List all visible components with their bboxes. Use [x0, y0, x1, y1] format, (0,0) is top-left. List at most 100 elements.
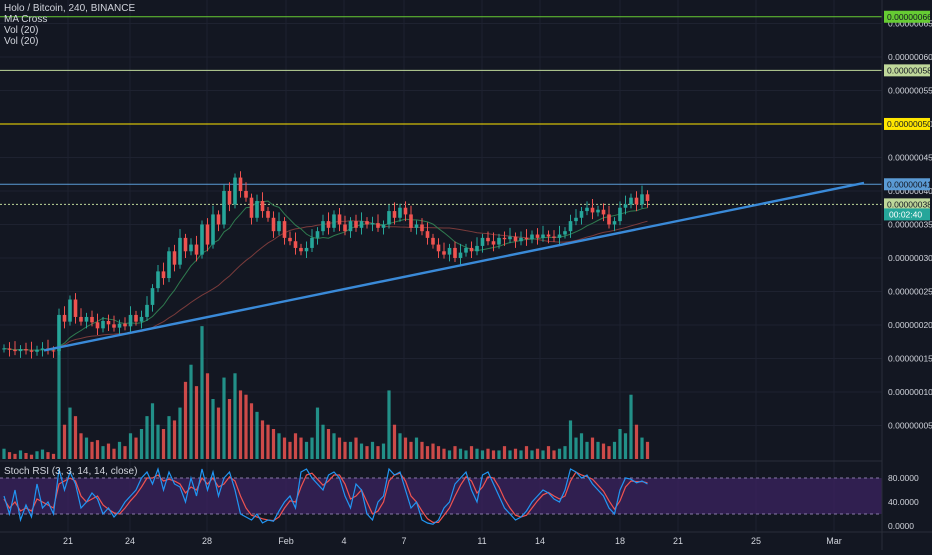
volume-bar — [332, 433, 336, 459]
volume-bar — [365, 446, 369, 459]
volume-bar — [409, 441, 413, 459]
candle-body — [145, 304, 149, 317]
candle-body — [24, 349, 28, 351]
candle-body — [502, 237, 507, 240]
volume-bar — [310, 437, 314, 459]
volume-bar — [607, 446, 611, 459]
level-tag — [884, 198, 930, 211]
candle-body — [57, 314, 61, 352]
volume-bar — [216, 407, 221, 459]
candle-body — [161, 271, 166, 279]
time-axis-label: 7 — [401, 536, 406, 546]
volume-bar — [508, 450, 512, 459]
candle-body — [491, 241, 496, 245]
candle-body — [266, 211, 270, 218]
price-axis-label: 0.00000005 — [888, 420, 932, 430]
candle-body — [123, 323, 127, 327]
level-tag — [884, 178, 930, 191]
volume-bar — [530, 450, 534, 459]
volume-bar — [139, 429, 144, 459]
candle-body — [359, 221, 364, 228]
volume-bar — [513, 448, 518, 459]
time-axis-label: 28 — [202, 536, 212, 546]
volume-bar — [73, 416, 78, 459]
volume-bar — [95, 440, 100, 459]
candle-body — [480, 237, 485, 246]
candle-body — [453, 247, 457, 258]
level-tag — [884, 10, 930, 23]
volume-bar — [260, 420, 265, 459]
candle-body — [233, 177, 237, 205]
indicator-vol-2[interactable]: Vol (20) — [4, 36, 39, 47]
volume-bar — [337, 437, 342, 459]
candle-body — [612, 221, 617, 225]
stoch-rsi-axis-label: 80.0000 — [888, 473, 919, 483]
candle-body — [623, 204, 628, 208]
ma-fast-line — [3, 200, 648, 351]
volume-bar — [557, 448, 562, 459]
candle-body — [211, 214, 215, 245]
volume-bar — [35, 451, 39, 459]
candle-body — [282, 221, 287, 238]
candle-body — [156, 271, 160, 289]
stoch-rsi-label[interactable]: Stoch RSI (3, 3, 14, 14, close) — [4, 466, 138, 477]
volume-bar — [618, 429, 622, 459]
volume-bar — [486, 448, 490, 459]
volume-bar — [123, 446, 127, 459]
time-axis-label: Mar — [826, 536, 842, 546]
volume-bar — [381, 443, 386, 459]
candle-body — [601, 209, 606, 215]
candle-body — [497, 237, 501, 245]
candle-body — [365, 221, 369, 225]
candle-body — [442, 251, 446, 255]
volume-bar — [403, 437, 408, 459]
volume-bar — [145, 416, 149, 459]
time-axis-label: 18 — [615, 536, 625, 546]
ma-slow-line — [3, 220, 648, 351]
indicator-vol-1[interactable]: Vol (20) — [4, 25, 39, 36]
candle-body — [436, 244, 441, 252]
volume-bar — [535, 448, 540, 459]
volume-bar — [183, 381, 188, 459]
candle-body — [200, 224, 204, 255]
volume-bar — [541, 450, 545, 459]
volume-bar — [343, 441, 347, 459]
volume-bar — [150, 403, 155, 459]
volume-bar — [376, 446, 380, 459]
volume-bar — [194, 386, 199, 459]
candle-body — [150, 288, 155, 305]
volume-bar — [590, 437, 595, 459]
indicator-ma-cross[interactable]: MA Cross — [4, 14, 48, 25]
candle-body — [172, 251, 177, 265]
candle-body — [618, 207, 622, 222]
candle-body — [387, 211, 391, 225]
time-axis-label: 21 — [673, 536, 683, 546]
volume-bar — [128, 433, 133, 459]
volume-bar — [425, 446, 430, 459]
candle-body — [2, 348, 6, 350]
volume-bar — [271, 429, 276, 459]
volume-bar — [640, 437, 644, 459]
candle-body — [629, 197, 633, 205]
candle-body — [222, 190, 226, 225]
chart-legend: Holo / Bitcoin, 240, BINANCE MA Cross Vo… — [4, 3, 135, 47]
volume-bar — [249, 403, 254, 459]
volume-bar — [106, 443, 111, 459]
volume-bar — [420, 441, 424, 459]
candle-body — [513, 236, 518, 242]
volume-bar — [585, 441, 589, 459]
volume-bar — [354, 437, 358, 459]
volume-bar — [282, 437, 287, 459]
volume-bar — [227, 399, 232, 459]
volume-bar — [574, 437, 578, 459]
candle-body — [18, 349, 23, 352]
volume-bar — [200, 326, 204, 459]
stoch-rsi-band — [0, 478, 882, 514]
candle-body — [112, 324, 116, 328]
volume-bar — [161, 429, 166, 459]
volume-bar — [293, 433, 298, 459]
price-axis-background — [882, 0, 932, 550]
candle-body — [398, 207, 402, 218]
